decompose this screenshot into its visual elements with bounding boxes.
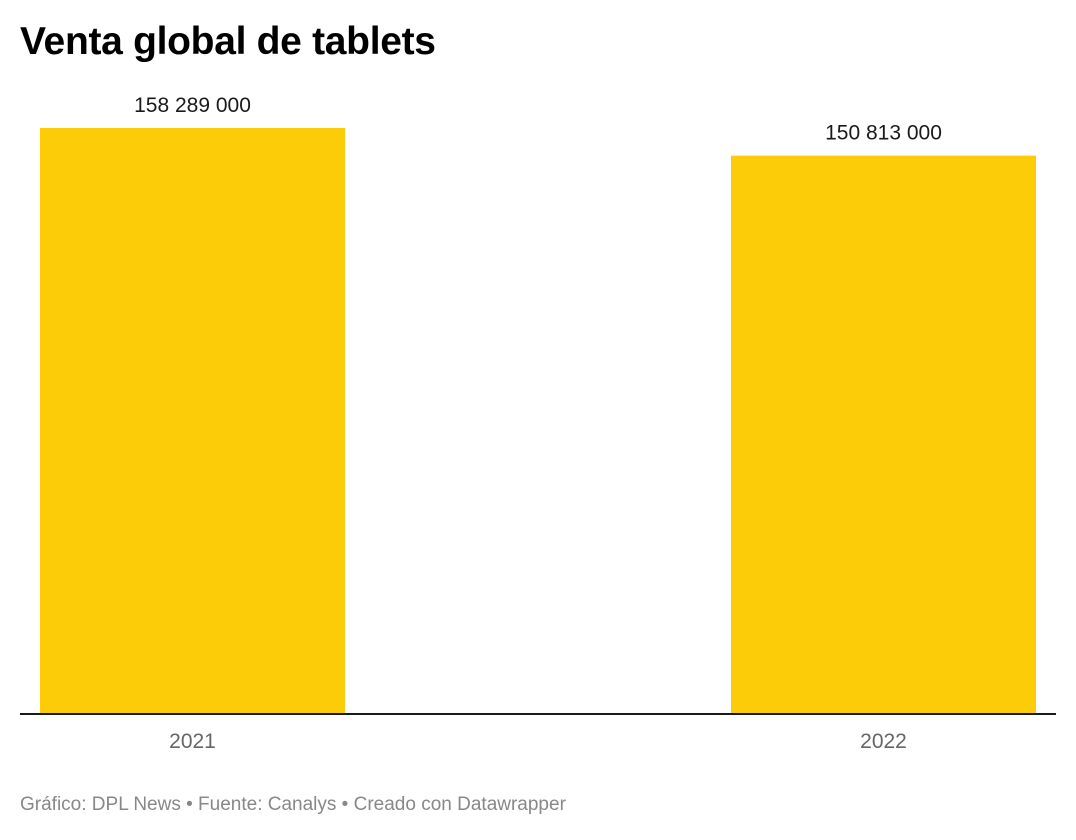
value-label-2021: 158 289 000 bbox=[134, 94, 251, 117]
bar-2022 bbox=[731, 155, 1036, 714]
bar-2021 bbox=[40, 128, 345, 713]
chart-footer: Gráfico: DPL News • Fuente: Canalys • Cr… bbox=[20, 794, 566, 815]
x-tick-labels-group: 2021 2022 bbox=[169, 730, 907, 753]
x-tick-label-2022: 2022 bbox=[860, 730, 907, 753]
x-tick-label-2021: 2021 bbox=[169, 730, 216, 753]
value-labels-group: 158 289 000 150 813 000 bbox=[134, 94, 942, 145]
chart-title: Venta global de tablets bbox=[20, 20, 436, 63]
value-label-2022: 150 813 000 bbox=[825, 122, 942, 145]
bar-chart: 158 289 000 150 813 000 2021 2022 bbox=[20, 94, 1056, 753]
bars-group bbox=[40, 128, 1036, 714]
